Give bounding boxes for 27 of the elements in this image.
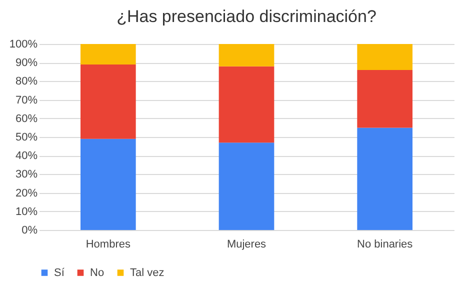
y-tick-label: 60% — [15, 112, 38, 125]
x-tick-label: No binaries — [357, 238, 414, 250]
y-tick-label: 90% — [15, 57, 38, 70]
y-tick-label: 20% — [15, 187, 38, 200]
x-tick-label: Mujeres — [226, 238, 267, 250]
bar — [218, 142, 274, 230]
y-tick-label: 50% — [15, 132, 38, 144]
bar — [218, 66, 274, 143]
y-tick-label: 80% — [15, 76, 38, 88]
y-tick-label: 100% — [9, 38, 38, 50]
bar — [80, 64, 136, 139]
chart-title: ¿Has presenciado discriminación? — [116, 7, 376, 26]
bar — [357, 128, 412, 230]
legend-label: No — [90, 266, 104, 279]
y-tick-label: 70% — [15, 94, 38, 106]
bar — [218, 44, 274, 66]
legend-label: Sí — [54, 266, 66, 279]
x-tick-label: Hombres — [86, 238, 131, 250]
y-tick-label: 30% — [15, 168, 38, 181]
y-tick-label: 10% — [15, 206, 38, 218]
bar — [357, 70, 412, 128]
y-tick-label: 40% — [15, 150, 38, 162]
bar — [80, 138, 136, 230]
y-tick-label: 0% — [22, 224, 38, 236]
bar — [80, 44, 136, 64]
legend-label: Tal vez — [130, 266, 164, 279]
bar — [357, 44, 412, 70]
